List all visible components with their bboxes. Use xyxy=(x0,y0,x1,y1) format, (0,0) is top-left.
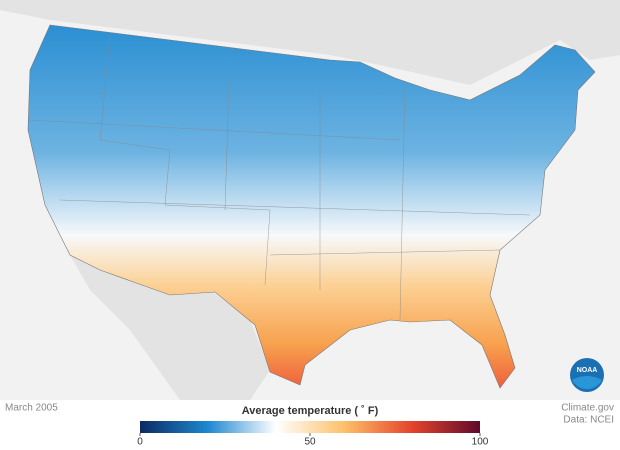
noaa-logo-wave xyxy=(572,376,602,389)
colorbar xyxy=(140,421,480,433)
canada xyxy=(0,0,620,85)
tick-label: 100 xyxy=(472,437,489,448)
contiguous-us xyxy=(27,24,596,389)
state-borders xyxy=(29,34,531,321)
credit: Climate.gov xyxy=(561,403,614,414)
legend-title: Average temperature ( ˚ F) xyxy=(242,405,379,417)
date-caption: March 2005 xyxy=(5,403,58,414)
tick-label: 0 xyxy=(137,437,143,448)
tick-label: 50 xyxy=(304,437,316,448)
source: Data: NCEI xyxy=(563,415,614,426)
logo-text: NOAA xyxy=(577,367,598,374)
mexico xyxy=(70,255,270,400)
